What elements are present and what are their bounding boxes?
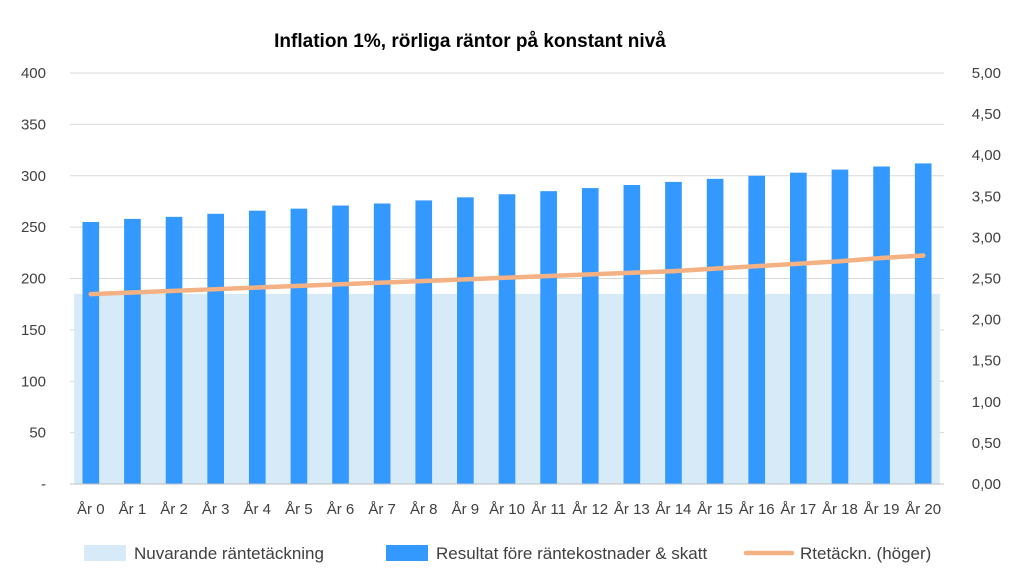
bar	[665, 181, 682, 485]
bar	[124, 218, 141, 484]
line-point	[463, 277, 468, 282]
line-point	[379, 280, 385, 285]
x-tick-label: År 3	[202, 501, 230, 518]
line-point	[130, 290, 135, 295]
y-right-tick-label: 5,00	[972, 65, 1001, 82]
line-point	[546, 273, 551, 279]
y-left-tick-label: 300	[21, 168, 46, 185]
x-tick-label: År 7	[368, 501, 396, 518]
legend-label: Resultat före räntekostnader & skatt	[436, 544, 707, 563]
bar	[290, 208, 308, 484]
legend-swatch	[84, 545, 126, 561]
line-point	[879, 255, 884, 261]
line-point	[213, 286, 218, 292]
y-right-tick-label: 1,00	[972, 394, 1001, 411]
axes: - 50 100 150 200 250 300 350 400 0,00 0,50 1,00 1,50…	[21, 65, 1001, 518]
x-tick-label: År 11	[531, 501, 566, 518]
x-tick-label: År 8	[410, 501, 438, 518]
x-tick-label: År 20	[905, 501, 941, 518]
bar	[623, 184, 641, 484]
bar	[373, 203, 391, 484]
y-right-tick-label: 2,50	[972, 271, 1001, 288]
line-point	[296, 283, 302, 289]
x-tick-label: År 6	[327, 501, 355, 518]
x-tick-label: År 9	[452, 501, 480, 518]
x-tick-label: År 15	[697, 501, 733, 518]
y-right-tick-label: 3,50	[972, 188, 1001, 205]
line-point	[837, 259, 843, 264]
line-point	[629, 270, 635, 275]
bar	[748, 175, 766, 484]
bar	[706, 178, 724, 484]
bar	[332, 205, 349, 485]
legend-label: Rtetäckn. (höger)	[800, 544, 931, 563]
line-point	[338, 282, 343, 287]
bar	[457, 197, 474, 484]
legend-swatch	[386, 545, 428, 561]
x-tick-label: År 1	[119, 501, 147, 518]
y-right-tick-label: 0,00	[972, 476, 1001, 493]
y-left-tick-label: 50	[29, 425, 46, 442]
x-tick-label: År 17	[780, 501, 816, 518]
line-point	[671, 268, 676, 274]
x-tick-label: År 10	[489, 501, 525, 518]
bar	[540, 191, 557, 484]
bar-series	[82, 163, 932, 485]
y-right-tick-label: 3,00	[972, 229, 1001, 246]
x-tick-label: År 0	[77, 501, 105, 518]
line-point	[712, 266, 718, 271]
line-point	[171, 288, 177, 294]
y-right-tick-label: 4,00	[972, 147, 1001, 164]
y-left-tick-label: 150	[21, 322, 46, 339]
x-tick-label: År 13	[614, 501, 650, 518]
y-left-tick-label: 100	[21, 373, 46, 390]
x-tick-label: År 16	[739, 501, 775, 518]
x-tick-label: År 5	[285, 501, 313, 518]
bar	[790, 172, 807, 485]
y-right-tick-label: 1,50	[972, 353, 1001, 370]
line-point	[920, 253, 926, 258]
x-tick-label: År 12	[572, 501, 608, 518]
line-point	[588, 272, 593, 277]
y-right-tick-label: 4,50	[972, 106, 1001, 123]
bar	[248, 210, 266, 484]
line-point	[421, 278, 426, 284]
line-point	[255, 285, 260, 290]
bar	[165, 216, 183, 484]
bar	[914, 163, 932, 485]
bar	[498, 194, 516, 484]
x-tick-label: År 4	[244, 501, 272, 518]
line-point	[504, 275, 510, 280]
line-point	[88, 291, 94, 297]
legend: Nuvarande räntetäckning Resultat före rän…	[84, 544, 931, 563]
x-tick-label: År 18	[822, 501, 858, 518]
x-tick-label: År 2	[160, 501, 188, 518]
y-right-tick-label: 2,00	[972, 312, 1001, 329]
bar	[82, 221, 100, 485]
bar	[581, 188, 599, 484]
y-left-tick-label: 250	[21, 219, 46, 236]
x-tick-label: År 14	[656, 501, 692, 518]
y-left-tick-label: -	[41, 476, 46, 493]
y-left-tick-label: 350	[21, 116, 46, 133]
line-series	[88, 253, 926, 297]
y-right-tick-label: 0,50	[972, 435, 1001, 452]
bar	[207, 213, 224, 484]
chart-title: Inflation 1%, rörliga räntor på konstant…	[274, 31, 666, 52]
y-left-tick-label: 400	[21, 65, 46, 82]
x-tick-label: År 19	[864, 501, 900, 518]
bar	[831, 169, 849, 484]
line-point	[754, 263, 759, 269]
line-point	[796, 261, 801, 266]
bar	[415, 200, 433, 484]
bar	[873, 166, 890, 484]
y-left-tick-label: 200	[21, 271, 46, 288]
legend-label: Nuvarande räntetäckning	[134, 544, 324, 563]
